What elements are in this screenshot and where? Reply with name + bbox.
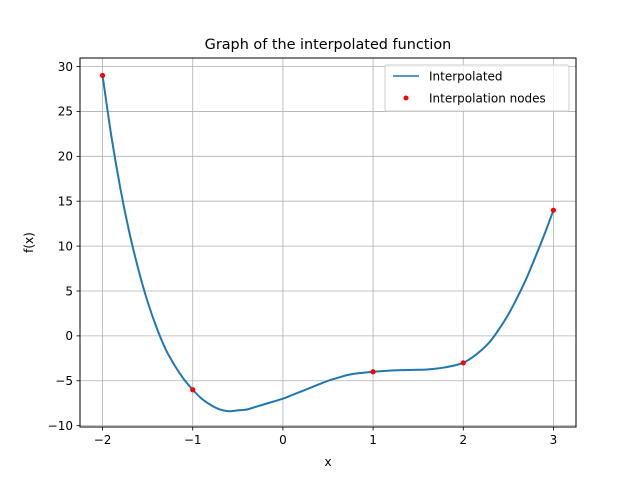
y-tick-label: 30 <box>58 60 73 74</box>
legend-label-interpolated: Interpolated <box>429 70 503 84</box>
interpolation-node-point <box>550 207 557 213</box>
y-tick-label: −10 <box>48 419 73 433</box>
x-tick-label: −1 <box>184 433 202 447</box>
legend-box <box>384 64 570 112</box>
x-tick-label: 0 <box>279 433 287 447</box>
plot-area-frame <box>79 57 577 428</box>
x-tick-label: 1 <box>369 433 377 447</box>
legend-label-nodes: Interpolation nodes <box>429 92 546 106</box>
legend-point-swatch <box>403 95 409 101</box>
interpolated-curve <box>101 75 555 413</box>
x-axis-label: x <box>324 455 331 469</box>
grid-lines <box>80 58 576 427</box>
interpolation-node-point <box>370 369 376 375</box>
interpolation-node-point <box>190 387 196 393</box>
interpolation-node-point <box>460 360 466 366</box>
x-tick-label: 3 <box>550 433 558 447</box>
y-tick-label: 10 <box>58 239 73 253</box>
x-tick-label: −2 <box>94 433 112 447</box>
y-tick-label: 5 <box>65 284 73 298</box>
chart-title: Graph of the interpolated function <box>205 37 452 53</box>
x-tick-label: 2 <box>459 433 467 447</box>
y-axis-label: f(x) <box>22 232 36 253</box>
legend: Interpolated Interpolation nodes <box>384 64 570 112</box>
y-tick-label: 20 <box>58 150 73 164</box>
interpolation-node-point <box>99 72 106 79</box>
y-tick-label: 25 <box>58 105 73 119</box>
plot-series <box>99 72 557 413</box>
y-tick-label: 0 <box>65 329 73 343</box>
y-tick-label: 15 <box>58 195 73 209</box>
y-tick-label: −5 <box>55 374 73 388</box>
